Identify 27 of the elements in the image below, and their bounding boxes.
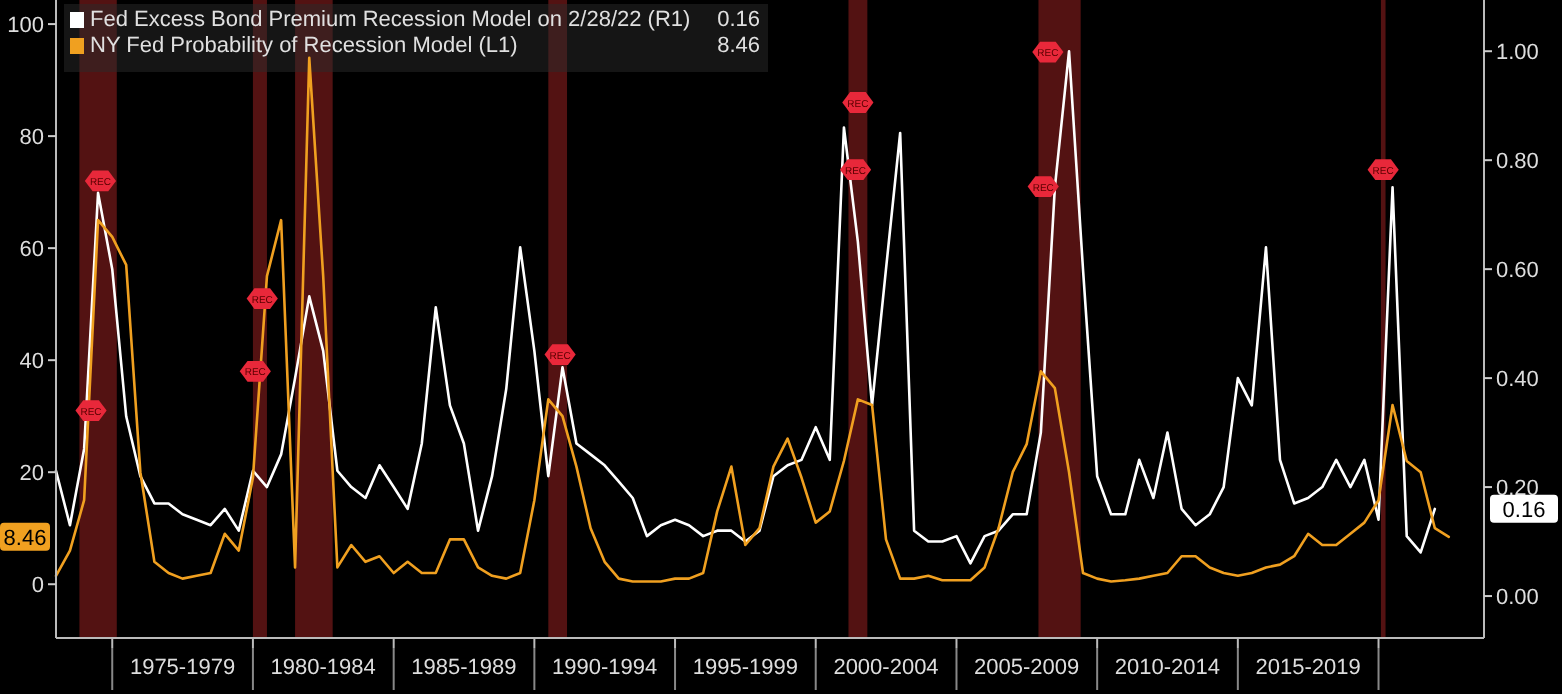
x-tick-label: 1975-1979 bbox=[129, 656, 236, 680]
legend-label: NY Fed Probability of Recession Model (L1) bbox=[90, 34, 518, 58]
y-tick-label: 0 bbox=[31, 574, 44, 599]
y2-tick-label: 0.00 bbox=[1496, 586, 1539, 611]
legend-label: Fed Excess Bond Premium Recession Model on 2/28/22 (R1) bbox=[90, 8, 691, 32]
y2-tick-label: 0.60 bbox=[1496, 259, 1539, 284]
y-tick-label: 20 bbox=[19, 462, 44, 487]
y-tick-label: 80 bbox=[19, 126, 44, 151]
text: 8.46 bbox=[3, 526, 47, 551]
y2-tick-label: 0.20 bbox=[1496, 477, 1539, 502]
x-tick-label: 2015-2019 bbox=[1255, 656, 1361, 680]
x-tick-label: 1985-1989 bbox=[411, 656, 517, 680]
y2-tick-label: 0.80 bbox=[1496, 150, 1539, 175]
x-tick-label: 1990-1994 bbox=[552, 656, 658, 680]
y2-tick-label: 1.00 bbox=[1496, 41, 1539, 66]
y-tick-label: 100 bbox=[7, 14, 44, 39]
annotation: 8.46 bbox=[717, 34, 760, 58]
y2-tick-label: 0.40 bbox=[1496, 368, 1539, 393]
x-tick-label: 2010-2014 bbox=[1114, 656, 1221, 680]
x-tick-label: 2000-2004 bbox=[833, 656, 939, 680]
x-tick-label: 1980-1984 bbox=[270, 656, 376, 680]
text: 0.16 bbox=[1502, 498, 1546, 523]
x-tick-label: 2005-2009 bbox=[974, 656, 1080, 680]
annotation: 0.16 bbox=[717, 8, 760, 32]
x-tick-label: 1995-1999 bbox=[692, 656, 798, 680]
y-tick-label: 40 bbox=[19, 350, 44, 375]
y-tick-label: 60 bbox=[19, 238, 44, 263]
